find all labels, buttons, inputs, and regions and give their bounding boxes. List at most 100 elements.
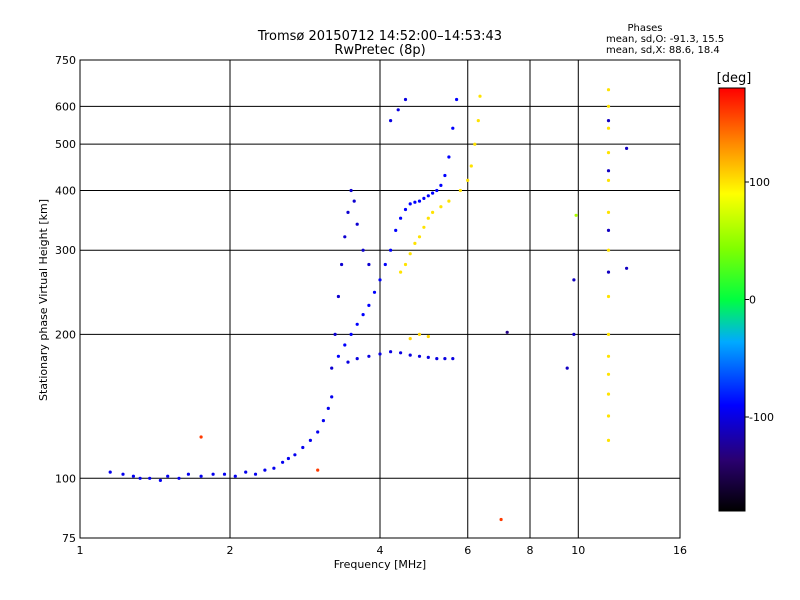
data-point (330, 395, 334, 399)
data-point (281, 460, 285, 464)
data-point (346, 210, 350, 214)
data-point (458, 188, 462, 193)
colorbar-label: [deg] (717, 71, 752, 86)
data-point (408, 353, 412, 357)
data-point (361, 313, 365, 317)
x-tick-label: 6 (464, 544, 471, 557)
phases-line-x: mean, sd,X: 88.6, 18.4 (606, 45, 720, 56)
data-point (417, 332, 422, 336)
data-point (330, 366, 334, 370)
data-point (177, 476, 181, 480)
data-point (383, 262, 387, 267)
data-point (431, 210, 435, 214)
data-point (403, 262, 408, 267)
colorbar-tick-label: 100 (749, 176, 770, 189)
data-point (606, 210, 611, 214)
x-tick-label: 8 (527, 544, 534, 557)
data-point (244, 470, 248, 474)
data-point (148, 476, 152, 480)
data-point (625, 146, 629, 150)
data-point (606, 354, 611, 358)
data-point (606, 332, 611, 336)
phases-line-o: mean, sd,O: -91.3, 15.5 (606, 34, 724, 45)
data-point (336, 354, 340, 358)
data-point (606, 248, 611, 252)
data-point (572, 332, 576, 336)
data-point (293, 453, 297, 457)
colorbar-ticks: 100 0 -100 (745, 176, 774, 424)
data-point (426, 216, 430, 220)
data-point (435, 357, 439, 361)
data-point (413, 241, 417, 245)
data-point (417, 354, 422, 358)
data-point (606, 126, 611, 130)
data-point (340, 262, 344, 267)
data-point (396, 108, 400, 112)
data-point (158, 478, 162, 482)
data-point (211, 472, 215, 476)
data-point (606, 119, 611, 123)
data-point (439, 205, 443, 209)
data-point (399, 351, 403, 355)
data-point (121, 472, 125, 476)
x-tick-label: 4 (377, 544, 384, 557)
data-point (166, 474, 170, 478)
data-point (399, 216, 403, 220)
data-point (606, 169, 611, 173)
data-point (308, 438, 312, 442)
data-point (301, 445, 305, 450)
data-point (186, 472, 190, 476)
data-point (469, 164, 473, 168)
data-point (476, 119, 480, 123)
data-point (321, 419, 325, 423)
colorbar (718, 87, 746, 512)
y-tick-label: 500 (55, 138, 76, 151)
data-point (403, 97, 408, 102)
data-point (399, 270, 403, 274)
colorbar-tick-label: -100 (749, 411, 774, 424)
data-point (349, 188, 353, 193)
data-point (606, 414, 611, 418)
data-point (361, 248, 365, 252)
data-point (389, 119, 393, 123)
data-point (253, 472, 258, 476)
y-axis-label: Stationary phase Virtual Height [km] (37, 199, 50, 401)
data-point (199, 435, 203, 439)
data-point (606, 88, 611, 92)
axis-ticks: 1 2 4 6 8 10 16 75 100 200 300 400 500 600 750 (55, 54, 687, 557)
data-point (336, 294, 340, 299)
data-point (389, 248, 393, 252)
x-tick-label: 1 (77, 544, 84, 557)
data-point (378, 352, 382, 356)
data-point (346, 360, 350, 364)
chart-subtitle: RwPretec (8p) (334, 43, 425, 58)
data-point (606, 151, 611, 155)
data-point (431, 191, 435, 195)
data-point (352, 199, 356, 203)
data-point (451, 126, 455, 130)
data-point (343, 343, 347, 347)
data-point (606, 104, 611, 108)
data-point (408, 202, 412, 206)
data-point (499, 517, 503, 522)
y-tick-label: 75 (62, 532, 76, 545)
data-point (572, 278, 576, 282)
data-point (447, 199, 451, 203)
data-point (343, 235, 347, 239)
data-point (466, 178, 470, 182)
data-point (272, 466, 276, 470)
data-point (417, 199, 422, 203)
data-point (426, 355, 430, 359)
data-point (505, 330, 509, 334)
data-point (378, 278, 382, 282)
data-point (108, 470, 112, 474)
data-point (606, 294, 611, 299)
data-points (108, 88, 629, 522)
data-point (333, 332, 337, 336)
data-point (625, 266, 629, 270)
data-point (435, 188, 439, 193)
data-point (565, 366, 569, 370)
data-point (408, 252, 412, 256)
data-point (131, 474, 135, 478)
